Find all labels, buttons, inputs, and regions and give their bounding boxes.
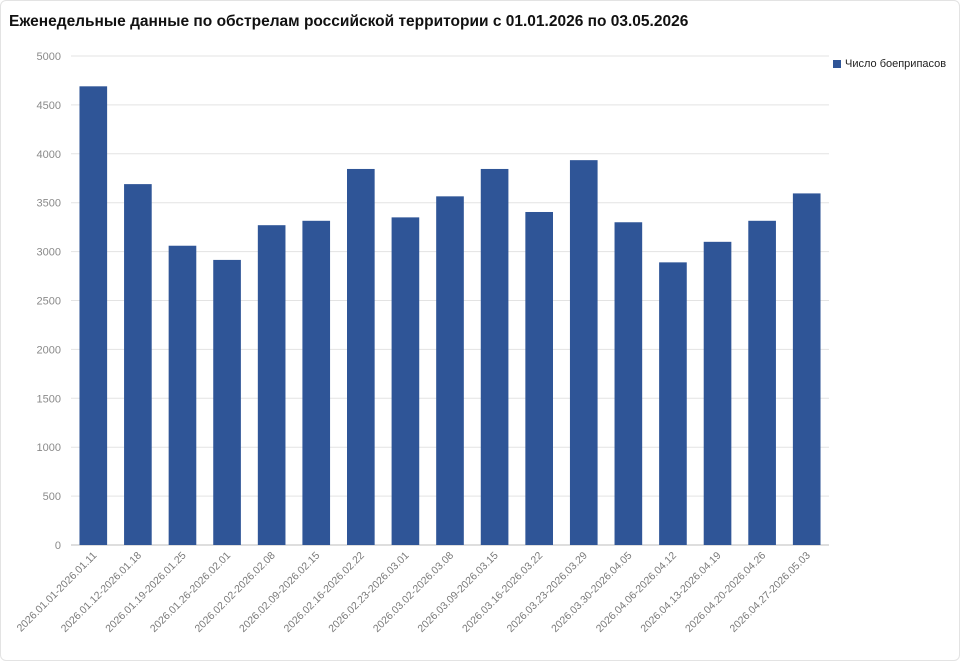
y-tick-label: 1000 — [37, 442, 61, 454]
legend-swatch — [833, 60, 841, 68]
legend: Число боеприпасов — [833, 58, 946, 70]
bar — [748, 220, 776, 545]
chart-title: Еженедельные данные по обстрелам российс… — [9, 13, 689, 30]
bar — [79, 86, 108, 546]
x-tick-label: 2026.03.16-2026.03.22 — [460, 550, 545, 635]
y-tick-label: 500 — [43, 491, 61, 503]
x-tick-label: 2026.01.19-2026.01.25 — [103, 550, 188, 635]
x-axis-ticks: 2026.01.01-2026.01.112026.01.12-2026.01.… — [15, 550, 813, 635]
y-axis-ticks: 0 500 1000 1500 2000 2500 3000 3500 4000 4500 5000 — [37, 51, 61, 552]
bar — [480, 168, 509, 546]
bar — [569, 160, 598, 546]
bar — [391, 217, 420, 545]
x-tick-label: 2026.01.01-2026.01.11 — [15, 550, 100, 635]
x-tick-label: 2026.01.12-2026.01.18 — [59, 550, 144, 635]
bar — [302, 220, 331, 545]
bar — [703, 241, 732, 545]
y-tick-label: 5000 — [37, 51, 61, 63]
bar — [124, 184, 152, 546]
y-tick-label: 4500 — [37, 100, 61, 112]
bar — [436, 196, 464, 545]
bar — [213, 259, 241, 545]
x-tick-label: 2026.02.02-2026.02.08 — [192, 550, 277, 635]
bar — [168, 245, 197, 545]
x-tick-label: 2026.03.23-2026.03.29 — [505, 550, 590, 635]
y-tick-label: 1500 — [37, 393, 61, 405]
x-tick-label: 2026.04.06-2026.04.12 — [594, 550, 679, 635]
bars — [79, 86, 821, 546]
bar — [659, 262, 687, 545]
bar — [525, 211, 553, 545]
legend-label: Число боеприпасов — [845, 58, 947, 70]
y-tick-label: 3500 — [37, 198, 61, 210]
y-tick-label: 0 — [55, 540, 61, 552]
x-tick-label: 2026.03.02-2026.03.08 — [371, 550, 456, 635]
bar — [614, 222, 643, 545]
x-tick-label: 2026.04.27-2026.05.03 — [728, 550, 813, 635]
x-tick-label: 2026.02.09-2026.02.15 — [237, 550, 322, 635]
x-tick-label: 2026.04.20-2026.04.26 — [683, 550, 768, 635]
bar — [257, 225, 286, 545]
x-tick-label: 2026.04.13-2026.04.19 — [638, 550, 723, 635]
x-tick-label: 2026.02.23-2026.03.01 — [326, 550, 411, 635]
y-tick-label: 2500 — [37, 296, 61, 308]
x-tick-label: 2026.03.09-2026.03.15 — [415, 550, 500, 635]
y-tick-label: 4000 — [37, 149, 61, 161]
bar — [792, 193, 821, 545]
x-tick-label: 2026.01.26-2026.02.01 — [148, 550, 233, 635]
x-tick-label: 2026.03.30-2026.04.05 — [549, 550, 634, 635]
bar — [347, 168, 375, 546]
y-tick-label: 3000 — [37, 247, 61, 259]
y-tick-label: 2000 — [37, 344, 61, 356]
x-tick-label: 2026.02.16-2026.02.22 — [282, 550, 367, 635]
